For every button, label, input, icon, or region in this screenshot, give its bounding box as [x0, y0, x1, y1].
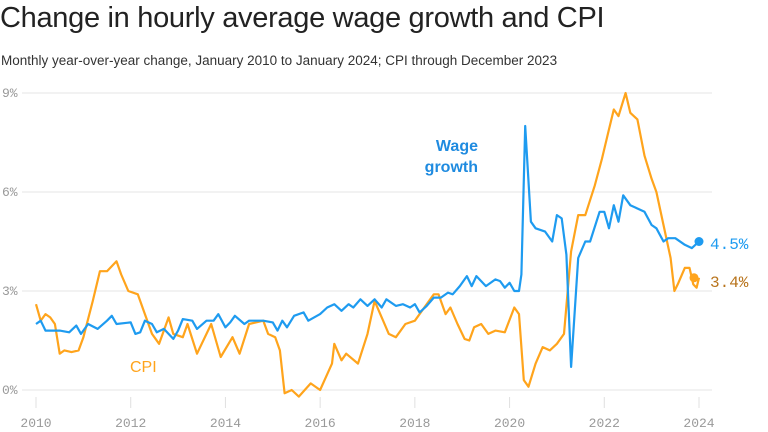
wage-series-label-line2: growth [425, 159, 478, 176]
x-tick-label: 2018 [399, 416, 430, 431]
x-tick-label: 2016 [305, 416, 336, 431]
x-tick-label: 2020 [494, 416, 525, 431]
cpi-series-label: CPI [130, 359, 157, 376]
cpi-end-label: 3.4% [710, 274, 749, 292]
y-tick-label: 3% [2, 284, 18, 299]
cpi-end-dot [689, 273, 699, 283]
x-tick-label: 2012 [115, 416, 146, 431]
x-tick-label: 2022 [589, 416, 620, 431]
wage-line [35, 124, 700, 368]
x-tick-label: 2010 [20, 416, 51, 431]
wage-series-label-line1: Wage [436, 138, 478, 155]
wage-end-label: 4.5% [710, 236, 749, 254]
cpi-line [34, 91, 701, 398]
y-tick-label: 9% [2, 86, 18, 101]
wage-end-dot [694, 237, 704, 246]
chart-title: Change in hourly average wage growth and… [0, 2, 605, 34]
chart-subtitle: Monthly year-over-year change, January 2… [1, 53, 558, 68]
x-tick-label: 2024 [683, 416, 714, 431]
y-tick-label: 0% [2, 383, 18, 398]
x-tick-label: 2014 [210, 416, 241, 431]
y-tick-label: 6% [2, 185, 18, 200]
